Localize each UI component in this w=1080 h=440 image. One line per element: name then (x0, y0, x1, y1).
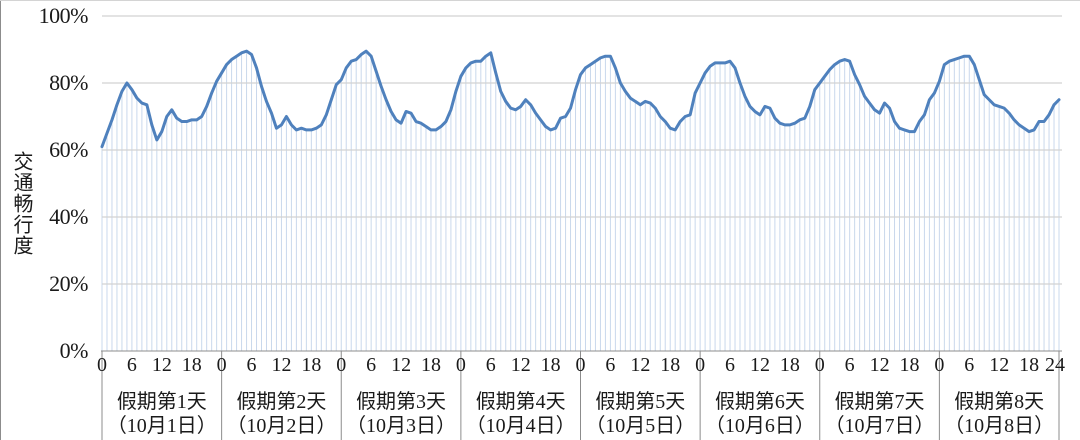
x-tick-label: 18 (1019, 354, 1040, 376)
x-tick-label: 6 (366, 354, 377, 376)
day-group-label-line2: （10月3日） (346, 415, 457, 437)
day-group-label-line1: 假期第3天 (356, 391, 447, 413)
day-group-label: 假期第4天 （10月4日） (461, 390, 581, 438)
day-group-label: 假期第8天 （10月8日） (939, 390, 1059, 438)
x-tick-label: 6 (246, 354, 257, 376)
x-tick-label: 12 (989, 354, 1010, 376)
day-group-label: 假期第6天 （10月6日） (700, 390, 820, 438)
day-group-label: 假期第2天 （10月2日） (221, 390, 341, 438)
day-group-label-line1: 假期第7天 (834, 391, 925, 413)
x-tick-label: 12 (510, 354, 531, 376)
x-tick-label: 0 (216, 354, 227, 376)
y-tick-label: 80% (49, 70, 88, 95)
x-tick-label: 12 (630, 354, 651, 376)
x-tick-label: 18 (301, 354, 322, 376)
x-tick-label: 0 (934, 354, 945, 376)
x-tick-label: 18 (181, 354, 202, 376)
x-tick-label: 6 (605, 354, 616, 376)
x-tick-label: 6 (485, 354, 496, 376)
day-group-label-line2: （10月6日） (704, 415, 815, 437)
x-tick-label: 0 (814, 354, 825, 376)
day-group-label-line2: （10月5日） (585, 415, 696, 437)
x-tick-label: 24 (1045, 354, 1065, 376)
day-group-label-line2: （10月7日） (824, 415, 935, 437)
x-tick-label: 0 (336, 354, 347, 376)
y-tick-label: 100% (38, 3, 89, 28)
x-tick-label: 18 (660, 354, 681, 376)
day-group-label-line2: （10月2日） (226, 415, 337, 437)
x-tick-label: 18 (420, 354, 441, 376)
day-group-label-line2: （10月1日） (106, 415, 217, 437)
x-tick-label: 12 (271, 354, 292, 376)
day-group-label: 假期第5天 （10月5日） (580, 390, 700, 438)
day-group-label-line1: 假期第2天 (236, 391, 327, 413)
x-tick-label: 6 (844, 354, 855, 376)
x-tick-label: 0 (575, 354, 586, 376)
x-tick-label: 12 (151, 354, 172, 376)
x-tick-label: 6 (964, 354, 975, 376)
series-line (100, 49, 1061, 149)
x-tick-label: 0 (97, 354, 107, 376)
day-group-label-line2: （10月4日） (465, 415, 576, 437)
x-tick-label: 18 (540, 354, 561, 376)
day-group-label: 假期第7天 （10月7日） (820, 390, 940, 438)
x-tick-label: 0 (455, 354, 466, 376)
x-tick-label: 6 (725, 354, 736, 376)
day-group-label-line1: 假期第1天 (116, 391, 207, 413)
x-tick-label: 12 (391, 354, 412, 376)
y-tick-label: 60% (49, 137, 88, 162)
y-tick-label: 40% (49, 204, 88, 229)
day-group-label: 假期第3天 （10月3日） (341, 390, 461, 438)
x-tick-label: 0 (695, 354, 706, 376)
y-axis-title: 交通畅行度 (10, 151, 32, 256)
day-group-label-line1: 假期第4天 (475, 391, 566, 413)
x-tick-label: 18 (899, 354, 920, 376)
x-tick-label: 12 (869, 354, 890, 376)
x-tick-label: 6 (126, 354, 137, 376)
day-group-label-line1: 假期第8天 (954, 391, 1045, 413)
day-group-label-line1: 假期第5天 (595, 391, 686, 413)
y-tick-label: 20% (49, 271, 88, 296)
day-group-label: 假期第1天 （10月1日） (102, 390, 222, 438)
y-tick-label: 0% (59, 338, 89, 363)
day-group-label-line1: 假期第6天 (714, 391, 805, 413)
x-tick-label: 12 (749, 354, 770, 376)
day-group-label-line2: （10月8日） (944, 415, 1055, 437)
x-tick-label: 18 (779, 354, 800, 376)
